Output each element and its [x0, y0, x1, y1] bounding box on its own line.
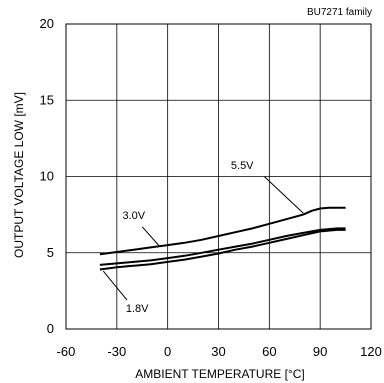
series-line — [99, 227, 346, 266]
grid — [65, 23, 372, 330]
series-label: 5.5V — [231, 160, 254, 172]
series-leader-line — [263, 176, 304, 214]
x-tick-label: 0 — [164, 344, 171, 359]
series-leader-line — [141, 226, 160, 247]
series-leader-line — [102, 270, 128, 301]
series-line — [99, 206, 346, 256]
chart-title: BU7271 family — [307, 7, 372, 18]
plot-frame — [65, 23, 372, 330]
series-labels: 5.5V 3.0V 1.8V — [102, 160, 304, 315]
y-tick-label: 5 — [47, 245, 54, 260]
data-curves — [99, 206, 346, 271]
y-tick-label: 10 — [40, 169, 54, 184]
x-tick-label: -30 — [107, 344, 126, 359]
y-tick-labels: 0 5 10 15 20 — [40, 16, 54, 336]
series-label: 3.0V — [122, 210, 145, 222]
series-label: 1.8V — [126, 303, 149, 315]
y-tick-label: 0 — [47, 321, 54, 336]
x-tick-label: 30 — [211, 344, 225, 359]
x-tick-label: 60 — [262, 344, 276, 359]
y-tick-label: 20 — [40, 16, 54, 31]
x-tick-labels: -60 -30 0 30 60 90 120 — [57, 344, 382, 359]
y-tick-label: 15 — [40, 92, 54, 107]
x-axis-label: AMBIENT TEMPERATURE [°C] — [135, 367, 305, 381]
series-line — [99, 228, 346, 271]
x-tick-label: -60 — [57, 344, 76, 359]
x-tick-label: 120 — [360, 344, 382, 359]
y-axis-label: OUTPUT VOLTAGE LOW [mV] — [12, 92, 26, 258]
x-tick-label: 90 — [313, 344, 327, 359]
